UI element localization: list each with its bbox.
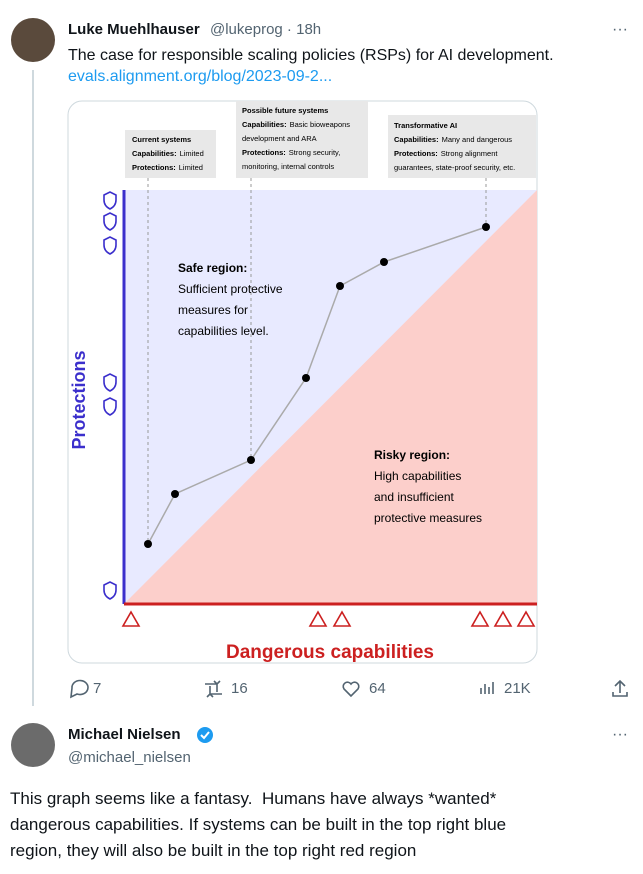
warnings bbox=[121, 610, 536, 627]
region-line: capabilities level. bbox=[178, 324, 269, 338]
y-axis-label: Protections bbox=[69, 350, 89, 449]
avatar[interactable] bbox=[11, 18, 55, 62]
handle[interactable]: @lukeprog · 18h bbox=[210, 21, 322, 38]
callout-box bbox=[236, 101, 368, 178]
callout-row: Capabilities: Basic bioweapons bbox=[242, 120, 350, 129]
more[interactable]: ··· bbox=[612, 21, 628, 38]
callout-box bbox=[125, 130, 216, 178]
callout-row: Protections: Limited bbox=[132, 163, 203, 172]
callout-value: Limited bbox=[180, 149, 204, 158]
callout-row: Capabilities: Many and dangerous bbox=[394, 135, 512, 144]
like-count[interactable]: 64 bbox=[369, 680, 386, 697]
author-name[interactable]: Luke Muehlhauser bbox=[68, 21, 200, 38]
check bbox=[200, 731, 210, 740]
callout-label: Protections: bbox=[394, 149, 438, 158]
callout-row: Capabilities: Limited bbox=[132, 149, 204, 158]
region-line: protective measures bbox=[374, 511, 482, 525]
view-count[interactable]: 21K bbox=[504, 680, 531, 697]
callout-label: Capabilities: bbox=[242, 120, 287, 129]
callout-row: Protections: Strong security, bbox=[242, 148, 340, 157]
callout-row: guarantees, state-proof security, etc. bbox=[394, 163, 515, 172]
callout-label: Capabilities: bbox=[394, 135, 439, 144]
callout-title: Possible future systems bbox=[242, 106, 328, 115]
callout-title: Transformative AI bbox=[394, 121, 457, 130]
tweet-text: The case for responsible scaling policie… bbox=[68, 47, 554, 64]
x-axis-label: Dangerous capabilities bbox=[226, 642, 434, 663]
region-title: Risky region: bbox=[374, 448, 450, 462]
callout-row: development and ARA bbox=[242, 134, 317, 143]
callout-value: Limited bbox=[179, 163, 203, 172]
callout-value: Many and dangerous bbox=[442, 135, 513, 144]
dashed-lines bbox=[147, 178, 487, 540]
callout-value: Strong security, bbox=[289, 148, 341, 157]
callout-value: monitoring, internal controls bbox=[242, 162, 334, 171]
points bbox=[144, 223, 490, 548]
callout-value: development and ARA bbox=[242, 134, 317, 143]
callout-value: guarantees, state-proof security, etc. bbox=[394, 163, 515, 172]
more[interactable]: ··· bbox=[612, 726, 628, 743]
region-line: measures for bbox=[178, 303, 248, 317]
action-icons bbox=[70, 679, 628, 699]
avatar[interactable] bbox=[11, 723, 55, 767]
reply-line: dangerous capabilities. If systems can b… bbox=[10, 815, 507, 834]
link[interactable]: evals.alignment.org/blog/2023-09-2... bbox=[68, 68, 333, 85]
callout-value: Basic bioweapons bbox=[290, 120, 351, 129]
callout-row: Protections: Strong alignment bbox=[394, 149, 498, 158]
reply-line: This graph seems like a fantasy. Humans … bbox=[10, 789, 497, 808]
callout-label: Capabilities: bbox=[132, 149, 177, 158]
repost-count[interactable]: 16 bbox=[231, 680, 248, 697]
verified-badge bbox=[197, 727, 213, 743]
region-line: High capabilities bbox=[374, 469, 461, 483]
region-title: Safe region: bbox=[178, 261, 247, 275]
callout-value: Strong alignment bbox=[441, 149, 499, 158]
risky-area bbox=[124, 190, 537, 604]
author-name[interactable]: Michael Nielsen bbox=[68, 726, 181, 743]
callout-label: Protections: bbox=[132, 163, 176, 172]
callout-row: monitoring, internal controls bbox=[242, 162, 334, 171]
callout-label: Protections: bbox=[242, 148, 286, 157]
callout-box bbox=[388, 115, 536, 178]
callout-title: Current systems bbox=[132, 135, 191, 144]
reply-line: region, they will also be built in the t… bbox=[10, 841, 417, 860]
handle[interactable]: @michael_nielsen bbox=[68, 749, 191, 766]
reply-count[interactable]: 7 bbox=[93, 680, 102, 697]
regions: Safe region: Sufficient protective measure… bbox=[178, 261, 482, 525]
shields bbox=[103, 191, 117, 600]
region-line: Sufficient protective bbox=[178, 282, 283, 296]
region-line: and insufficient bbox=[374, 490, 455, 504]
